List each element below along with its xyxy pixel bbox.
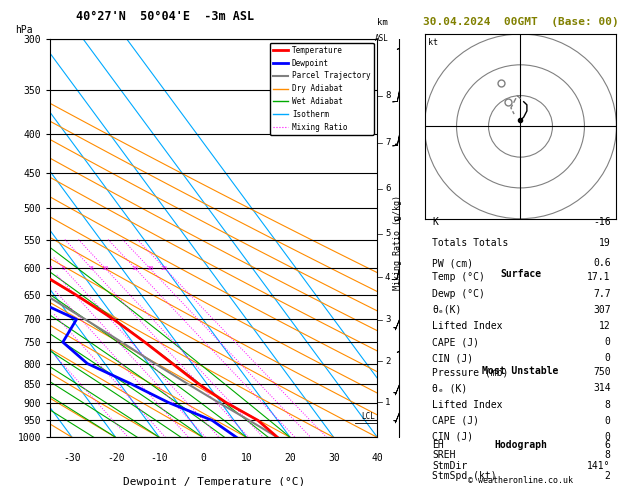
Text: 6: 6 [385, 184, 391, 193]
Text: -30: -30 [64, 453, 81, 463]
Text: -20: -20 [107, 453, 125, 463]
Text: 307: 307 [593, 305, 611, 315]
Text: 8: 8 [605, 451, 611, 460]
Text: 30.04.2024  00GMT  (Base: 00): 30.04.2024 00GMT (Base: 00) [423, 17, 619, 27]
Text: EH: EH [432, 440, 444, 450]
Legend: Temperature, Dewpoint, Parcel Trajectory, Dry Adiabat, Wet Adiabat, Isotherm, Mi: Temperature, Dewpoint, Parcel Trajectory… [270, 43, 374, 135]
Text: 19: 19 [599, 238, 611, 248]
Text: 8: 8 [385, 91, 391, 100]
Text: Lifted Index: Lifted Index [432, 321, 503, 331]
Text: km: km [377, 18, 387, 27]
Text: 750: 750 [593, 367, 611, 377]
Text: 8: 8 [605, 399, 611, 410]
Text: SREH: SREH [432, 451, 456, 460]
Text: θₑ (K): θₑ (K) [432, 383, 467, 393]
Text: 40°27'N  50°04'E  -3m ASL: 40°27'N 50°04'E -3m ASL [75, 10, 254, 23]
Text: Mixing Ratio (g/kg): Mixing Ratio (g/kg) [393, 195, 402, 291]
Text: 0: 0 [605, 416, 611, 426]
Text: Dewp (°C): Dewp (°C) [432, 289, 485, 298]
Text: 141°: 141° [587, 461, 611, 470]
Text: -10: -10 [150, 453, 168, 463]
Text: 7: 7 [385, 139, 391, 147]
Text: kt: kt [428, 38, 438, 47]
Text: Dewpoint / Temperature (°C): Dewpoint / Temperature (°C) [123, 477, 305, 486]
Text: hPa: hPa [15, 25, 33, 35]
Text: Totals Totals: Totals Totals [432, 238, 509, 248]
Text: 7.7: 7.7 [593, 289, 611, 298]
Text: 10: 10 [241, 453, 252, 463]
Text: 12: 12 [599, 321, 611, 331]
Text: 10: 10 [101, 266, 109, 271]
Text: 5: 5 [385, 229, 391, 238]
Text: θₑ(K): θₑ(K) [432, 305, 462, 315]
Text: Lifted Index: Lifted Index [432, 399, 503, 410]
Text: 5: 5 [62, 266, 65, 271]
Text: StmSpd (kt): StmSpd (kt) [432, 471, 497, 481]
Text: 2: 2 [605, 471, 611, 481]
Text: PW (cm): PW (cm) [432, 258, 474, 268]
Text: © weatheronline.co.uk: © weatheronline.co.uk [469, 476, 573, 485]
Text: 17.1: 17.1 [587, 272, 611, 282]
Text: Hodograph: Hodograph [494, 440, 547, 451]
Text: 0: 0 [605, 353, 611, 363]
Text: 8: 8 [89, 266, 93, 271]
Text: 20: 20 [284, 453, 296, 463]
Text: Surface: Surface [500, 269, 541, 279]
Text: CIN (J): CIN (J) [432, 353, 474, 363]
Text: 4: 4 [49, 266, 53, 271]
Text: Pressure (mb): Pressure (mb) [432, 367, 509, 377]
Text: 25: 25 [161, 266, 169, 271]
Text: Temp (°C): Temp (°C) [432, 272, 485, 282]
Text: 4: 4 [385, 273, 391, 282]
Text: 20: 20 [146, 266, 153, 271]
Text: 314: 314 [593, 383, 611, 393]
Text: 0: 0 [605, 432, 611, 442]
Text: CAPE (J): CAPE (J) [432, 416, 479, 426]
Text: 6: 6 [605, 440, 611, 450]
Text: 2: 2 [385, 357, 391, 366]
Text: -16: -16 [593, 217, 611, 227]
Text: LCL: LCL [361, 412, 376, 421]
Text: CAPE (J): CAPE (J) [432, 337, 479, 347]
Text: 0.6: 0.6 [593, 258, 611, 268]
Text: ASL: ASL [375, 34, 389, 43]
Text: 3: 3 [385, 315, 391, 324]
Text: K: K [432, 217, 438, 227]
Text: 40: 40 [372, 453, 383, 463]
Text: 0: 0 [605, 337, 611, 347]
Text: Most Unstable: Most Unstable [482, 366, 559, 376]
Text: 1: 1 [385, 398, 391, 407]
Text: 30: 30 [328, 453, 340, 463]
Text: CIN (J): CIN (J) [432, 432, 474, 442]
Text: 16: 16 [131, 266, 139, 271]
Text: 0: 0 [200, 453, 206, 463]
Text: StmDir: StmDir [432, 461, 467, 470]
